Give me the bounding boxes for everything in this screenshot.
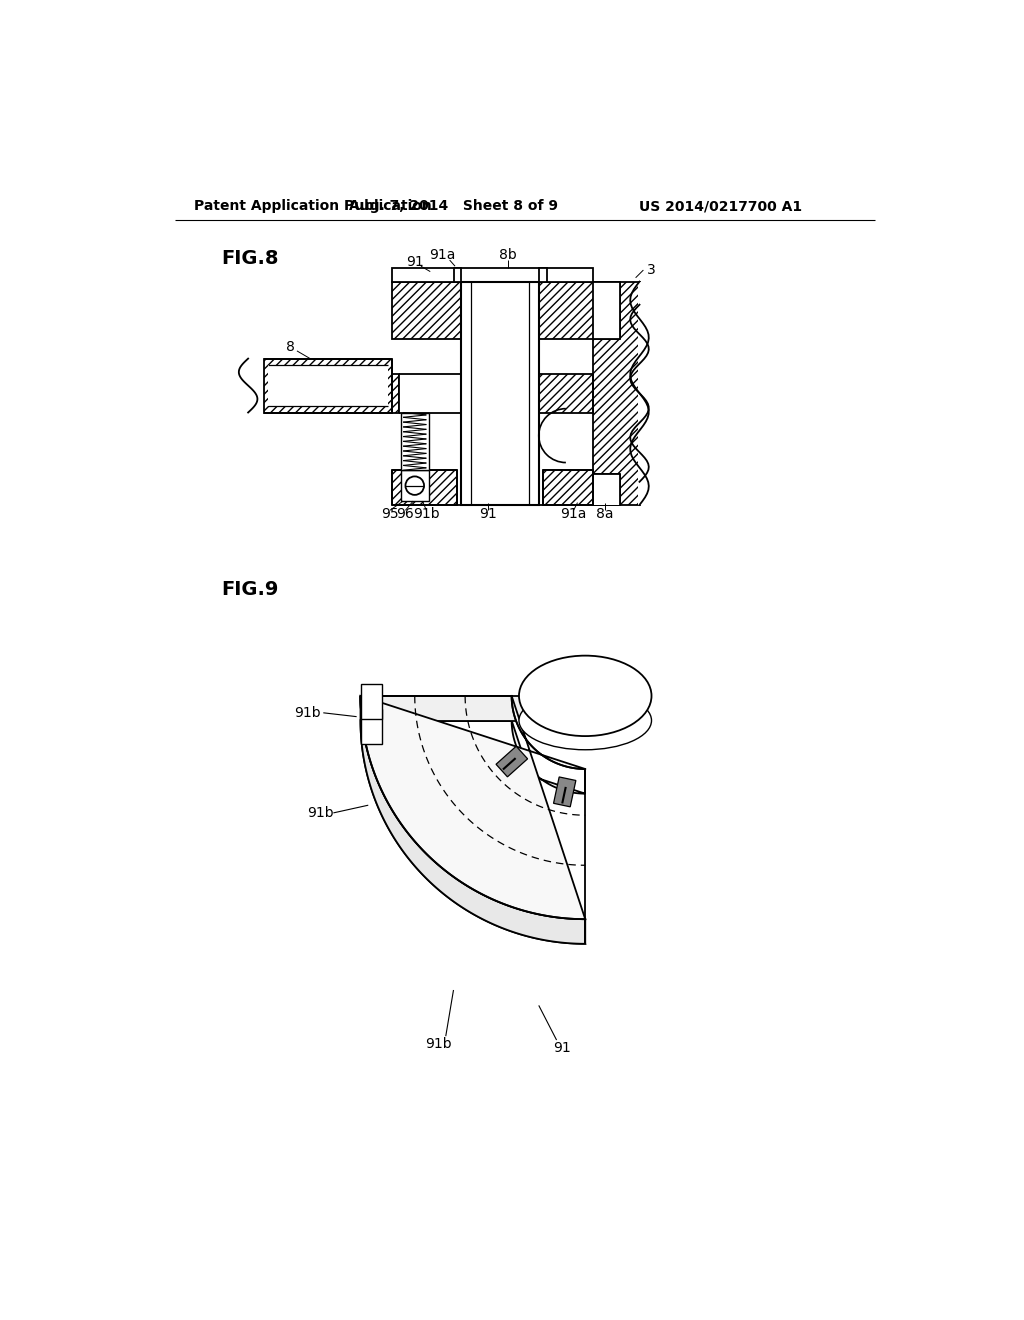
Text: 91b: 91b [413,507,439,521]
Text: FIG.9: FIG.9 [221,579,279,599]
Polygon shape [360,696,586,721]
Text: 3: 3 [647,263,655,277]
Text: 8a: 8a [596,507,613,521]
Ellipse shape [519,692,651,750]
Polygon shape [267,364,388,407]
Polygon shape [391,470,458,506]
Text: 91: 91 [553,1040,570,1055]
Polygon shape [399,374,539,412]
Polygon shape [360,696,512,721]
Polygon shape [638,281,658,506]
Polygon shape [554,777,575,807]
Polygon shape [593,281,640,506]
Text: 8b: 8b [499,248,517,261]
Text: 91a: 91a [429,248,455,261]
Text: 91a: 91a [560,507,587,521]
Polygon shape [360,684,382,719]
Text: 95: 95 [381,507,398,521]
Polygon shape [543,470,593,506]
Polygon shape [391,281,461,339]
Text: FIG.8: FIG.8 [221,249,279,268]
Text: Patent Application Publication: Patent Application Publication [194,199,432,213]
Polygon shape [360,709,382,743]
Polygon shape [461,281,539,506]
Polygon shape [593,474,621,506]
Polygon shape [391,268,593,281]
Text: US 2014/0217700 A1: US 2014/0217700 A1 [639,199,802,213]
Polygon shape [263,359,391,412]
Polygon shape [539,268,547,281]
Circle shape [406,477,424,495]
Polygon shape [539,281,593,339]
Polygon shape [593,281,621,339]
Ellipse shape [519,656,651,737]
Polygon shape [593,474,621,506]
Polygon shape [496,746,527,777]
Polygon shape [593,281,621,339]
Polygon shape [539,374,593,412]
Text: 91b: 91b [425,1038,452,1051]
Text: 91b: 91b [295,706,322,719]
Polygon shape [360,696,586,944]
Polygon shape [454,268,461,281]
Polygon shape [400,470,429,502]
Text: 91: 91 [479,507,498,521]
Text: 91b: 91b [307,807,334,820]
Polygon shape [360,696,586,919]
Polygon shape [400,412,429,470]
Text: Aug. 7, 2014   Sheet 8 of 9: Aug. 7, 2014 Sheet 8 of 9 [349,199,558,213]
Text: 8: 8 [287,341,295,354]
Polygon shape [360,721,586,944]
Text: 96: 96 [396,507,415,521]
Text: 91: 91 [406,255,424,269]
Polygon shape [391,374,399,412]
